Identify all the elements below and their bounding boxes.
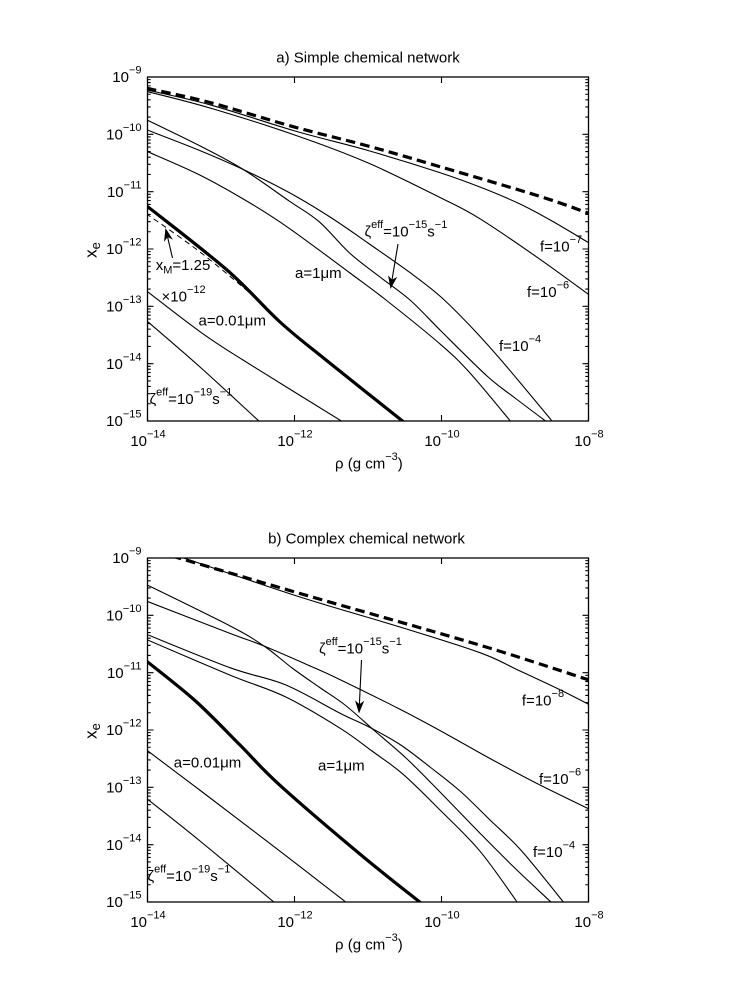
svg-text:ρ (g cm−3​): ρ (g cm−3​) (335, 932, 403, 954)
svg-text:×10−12​: ×10−12​ (162, 284, 206, 306)
svg-text:10−14​: 10−14​ (130, 910, 165, 932)
svg-text:10−8​: 10−8​ (574, 910, 603, 932)
svg-text:10−14​: 10−14​ (130, 429, 165, 451)
svg-text:10−8​: 10−8​ (574, 429, 603, 451)
svg-text:a=1μm: a=1μm (318, 758, 365, 775)
svg-text:10−13​: 10−13​ (106, 775, 141, 797)
svg-text:ζeff​=10−19​s−1​: ζeff​=10−19​s−1​ (150, 387, 233, 409)
svg-text:f=10−8​: f=10−8​ (522, 688, 564, 710)
svg-text:10−9​: 10−9​ (112, 65, 141, 87)
svg-text:10−10​: 10−10​ (106, 603, 141, 625)
svg-text:ζeff​=10−15​s−1​: ζeff​=10−15​s−1​ (319, 636, 402, 658)
svg-text:ζeff​=10−15​s−1​: ζeff​=10−15​s−1​ (365, 219, 448, 241)
svg-text:f=10−4​: f=10−4​ (533, 840, 575, 862)
svg-text:10−10​: 10−10​ (424, 910, 459, 932)
svg-text:10−15​: 10−15​ (106, 409, 141, 431)
svg-text:a=0.01μm: a=0.01μm (174, 755, 241, 772)
svg-text:b) Complex chemical network: b) Complex chemical network (268, 531, 465, 548)
svg-text:10−12​: 10−12​ (106, 237, 141, 259)
svg-text:f=10−4​: f=10−4​ (499, 334, 541, 356)
svg-text:f=10−6​: f=10−6​ (539, 767, 581, 789)
svg-text:a=1μm: a=1μm (295, 265, 342, 282)
svg-text:10−12​: 10−12​ (277, 429, 312, 451)
svg-text:10−12​: 10−12​ (277, 910, 312, 932)
svg-text:10−11​: 10−11​ (107, 179, 142, 201)
svg-text:a=0.01μm: a=0.01μm (199, 313, 266, 330)
svg-text:10−10​: 10−10​ (424, 429, 459, 451)
svg-text:10−11​: 10−11​ (107, 660, 142, 682)
svg-text:f=10−6​: f=10−6​ (527, 280, 569, 302)
svg-text:10−15​: 10−15​ (106, 890, 141, 912)
svg-text:10−13​: 10−13​ (106, 294, 141, 316)
svg-text:10−9​: 10−9​ (112, 546, 141, 568)
svg-text:a) Simple chemical network: a) Simple chemical network (276, 50, 460, 67)
svg-text:10−14​: 10−14​ (106, 832, 141, 854)
svg-text:10−10​: 10−10​ (106, 122, 141, 144)
svg-text:10−14​: 10−14​ (106, 351, 141, 373)
svg-text:ρ (g cm−3​): ρ (g cm−3​) (335, 451, 403, 473)
svg-text:ζeff​=10−19​s−1​: ζeff​=10−19​s−1​ (148, 864, 231, 886)
svg-text:10−12​: 10−12​ (106, 718, 141, 740)
svg-text:xM​=1.25: xM​=1.25 (156, 257, 211, 277)
svg-text:f=10−7​: f=10−7​ (540, 234, 582, 256)
